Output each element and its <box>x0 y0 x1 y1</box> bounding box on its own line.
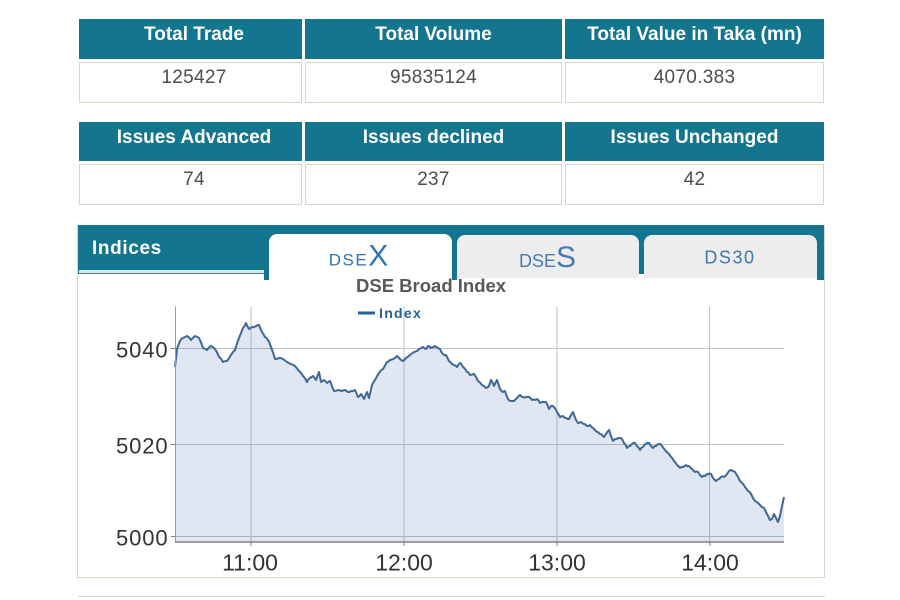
svg-text:14:00: 14:00 <box>681 550 739 576</box>
svg-text:DSEX: DSEX <box>329 240 388 273</box>
svg-text:11:00: 11:00 <box>222 550 278 576</box>
svg-text:5000: 5000 <box>116 525 169 550</box>
svg-text:5040: 5040 <box>116 337 169 362</box>
svg-text:DS30: DS30 <box>704 247 755 267</box>
svg-text:13:00: 13:00 <box>528 550 586 576</box>
svg-text:12:00: 12:00 <box>375 550 433 576</box>
svg-text:5020: 5020 <box>116 433 169 458</box>
svg-text:DSES: DSES <box>519 241 576 274</box>
